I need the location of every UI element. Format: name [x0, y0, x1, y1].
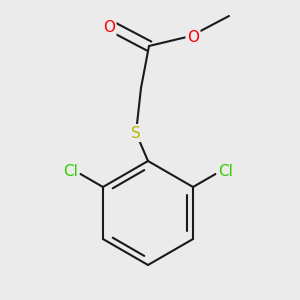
- Text: S: S: [131, 125, 141, 140]
- Text: Cl: Cl: [218, 164, 233, 179]
- Text: O: O: [187, 31, 199, 46]
- Text: Cl: Cl: [63, 164, 78, 179]
- Text: O: O: [103, 20, 115, 35]
